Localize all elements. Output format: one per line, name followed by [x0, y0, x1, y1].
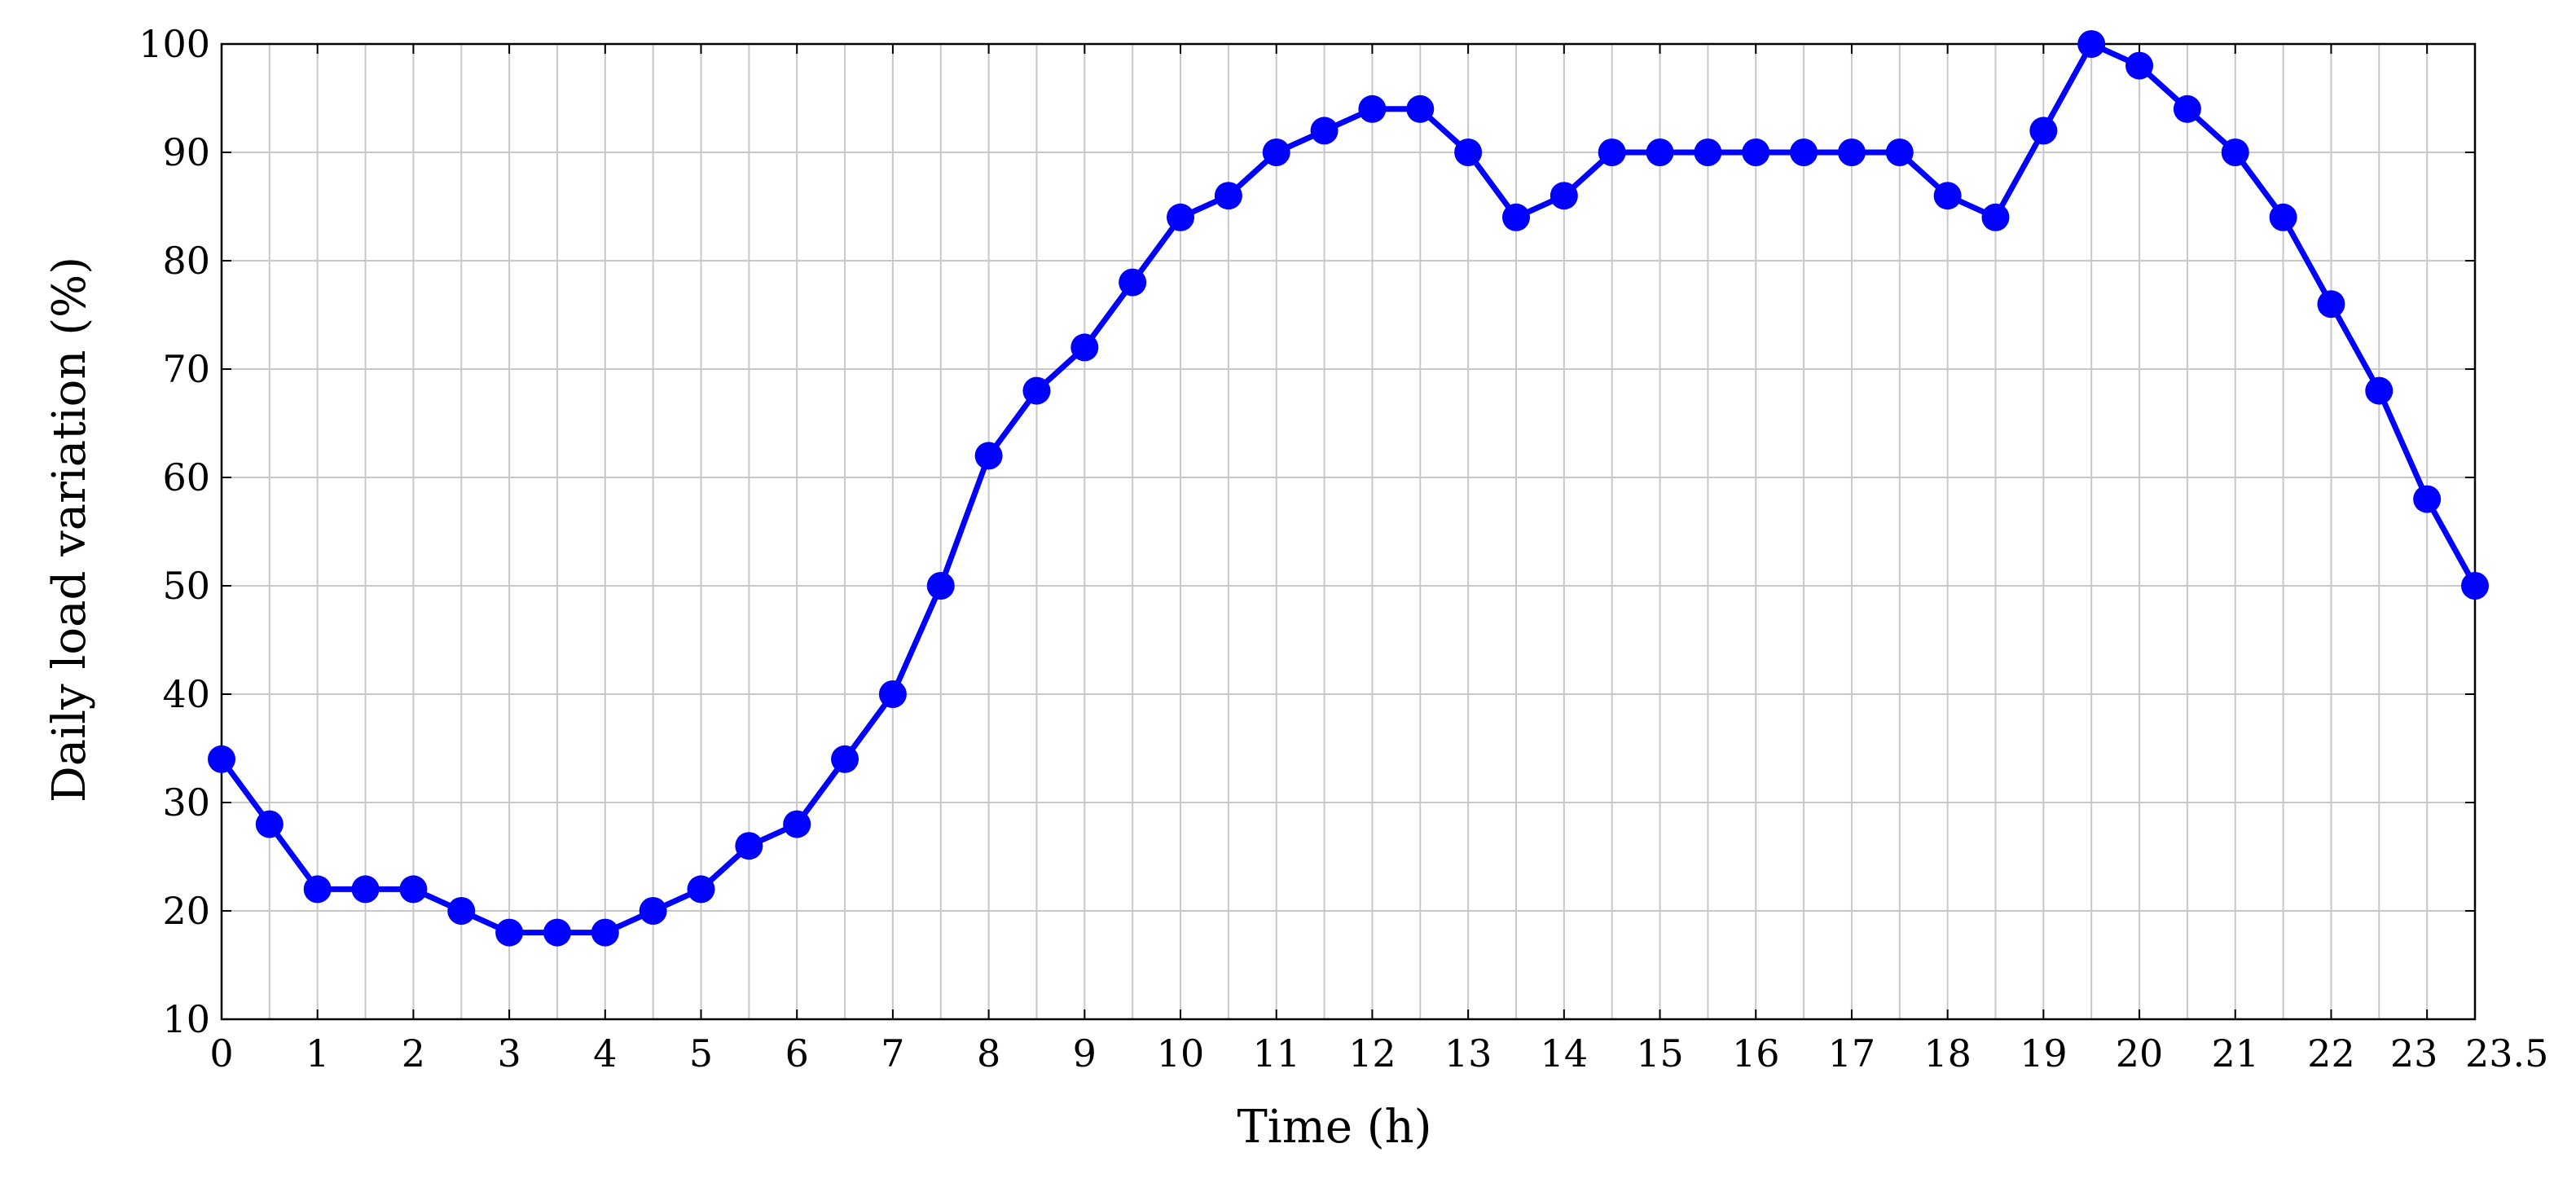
x-tick-label: 3 [497, 1031, 521, 1075]
data-point [735, 832, 763, 860]
x-tick-label: 13 [1444, 1031, 1492, 1075]
y-tick-label: 10 [162, 997, 210, 1041]
data-point [1501, 203, 1530, 231]
y-tick-label: 30 [162, 781, 210, 825]
data-point [543, 918, 571, 947]
y-tick-label: 20 [162, 889, 210, 933]
data-point [2461, 572, 2489, 600]
data-point [1933, 182, 1962, 210]
x-tick-label: 8 [977, 1031, 1000, 1075]
x-tick-label: 9 [1073, 1031, 1097, 1075]
x-tick-label: 21 [2211, 1031, 2259, 1075]
data-point [1694, 139, 1722, 166]
data-point [783, 810, 811, 838]
data-point [1358, 95, 1387, 123]
x-tick-label: 22 [2307, 1031, 2355, 1075]
data-point [2269, 203, 2297, 231]
x-tick-label: 17 [1828, 1031, 1876, 1075]
data-point [2173, 95, 2201, 123]
x-tick-label: 6 [785, 1031, 809, 1075]
plot-frame [220, 42, 2477, 1021]
x-axis-title: Time (h) [1237, 1101, 1431, 1154]
data-point [351, 875, 380, 904]
data-point [2125, 51, 2154, 80]
y-tick-label: 50 [162, 564, 210, 608]
data-point [1885, 139, 1914, 166]
x-tick-label: 5 [689, 1031, 713, 1075]
y-tick-label: 60 [162, 455, 210, 499]
data-point [1454, 139, 1483, 166]
data-point [831, 745, 859, 773]
data-point [1790, 139, 1818, 166]
data-point [447, 897, 476, 925]
x-tick-label: 10 [1157, 1031, 1205, 1075]
x-tick-label: 12 [1348, 1031, 1396, 1075]
data-point [1310, 117, 1339, 145]
y-tick-label: 80 [162, 239, 210, 283]
data-point [495, 918, 524, 947]
y-tick-label: 100 [138, 22, 210, 66]
data-point [1070, 333, 1099, 362]
data-point [2413, 485, 2442, 513]
data-point [2317, 290, 2345, 319]
data-point [2029, 117, 2058, 145]
data-point [1550, 182, 1578, 210]
y-axis-title: Daily load variation (%) [43, 257, 96, 803]
data-point [1742, 139, 1770, 166]
x-tick-label: 0 [209, 1031, 233, 1075]
data-point [2077, 30, 2106, 58]
data-point [1598, 139, 1626, 166]
x-tick-label: 16 [1732, 1031, 1780, 1075]
x-tick-label: 23.5 [2465, 1031, 2548, 1075]
data-point [2365, 376, 2394, 405]
data-point [2221, 139, 2249, 166]
y-tick-label: 70 [162, 347, 210, 391]
series-line [218, 41, 2478, 936]
x-tick-label: 15 [1636, 1031, 1684, 1075]
x-tick-label: 14 [1541, 1031, 1589, 1075]
x-tick-label: 20 [2116, 1031, 2164, 1075]
x-tick-label: 19 [2020, 1031, 2068, 1075]
x-tick-label: 23 [2390, 1031, 2438, 1075]
data-point [1837, 139, 1866, 166]
grid-lines [222, 44, 2475, 1019]
data-point [1214, 182, 1242, 210]
y-tick-label: 40 [162, 672, 210, 716]
data-point [208, 745, 235, 773]
series-layer [208, 30, 2489, 947]
x-tick-label: 1 [306, 1031, 329, 1075]
data-point [1119, 268, 1147, 297]
x-tick-label: 2 [402, 1031, 425, 1075]
data-point [255, 810, 284, 838]
x-tick-label: 18 [1923, 1031, 1972, 1075]
data-point [1167, 203, 1195, 231]
data-point [399, 875, 428, 904]
data-point [1981, 203, 2010, 231]
data-point [303, 875, 332, 904]
x-tick-label: 7 [881, 1031, 904, 1075]
data-point [926, 572, 955, 600]
axis-ticks [221, 43, 2476, 1020]
data-point [687, 875, 715, 904]
data-point [639, 897, 667, 925]
y-tick-label: 90 [162, 130, 210, 174]
data-point [878, 680, 907, 708]
data-point [1022, 376, 1051, 405]
data-point [974, 442, 1003, 470]
data-point [591, 918, 619, 947]
data-point [1646, 139, 1674, 166]
data-point [1406, 95, 1435, 123]
x-tick-label: 4 [593, 1031, 617, 1075]
x-tick-label: 11 [1252, 1031, 1300, 1075]
data-point [1262, 139, 1290, 166]
